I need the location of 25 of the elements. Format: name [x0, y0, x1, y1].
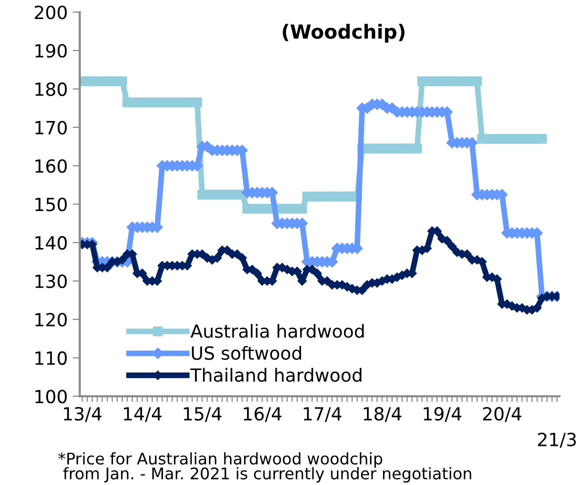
legend-label: Australia hardwood: [190, 324, 364, 338]
y-tick-label: 190: [35, 44, 67, 58]
legend-label: US softwood: [192, 346, 302, 360]
y-tick-label: 180: [35, 82, 67, 96]
x-tick-label: 17/4: [304, 407, 342, 422]
y-tick-label: 160: [35, 159, 67, 173]
text: *Price for Australian hardwood woodchip from Jan. - Mar. 2021 is currently under negotiation: [58, 452, 472, 483]
x-tick-label: 14/4: [124, 407, 162, 422]
y-tick-label: 130: [35, 274, 67, 288]
y-tick-label: 100: [35, 390, 67, 404]
x-tick-label: 18/4: [364, 406, 402, 422]
y-tick-label: 120: [35, 312, 67, 327]
legend-label: Thailand hardwood: [190, 368, 362, 382]
x-tick-label: 19/4: [424, 406, 462, 422]
y-tick-label: 140: [35, 236, 67, 250]
x-tick-label: 13/4: [64, 406, 102, 422]
x-tick-label: 21/3: [538, 432, 576, 448]
y-tick-label: 150: [35, 198, 67, 212]
text: (Woodchip): [282, 24, 405, 43]
y-tick-label: 170: [35, 120, 67, 134]
x-tick-label: 15/4: [184, 407, 222, 422]
y-tick-label: 110: [35, 351, 67, 365]
y-tick-label: 200: [34, 6, 67, 20]
x-tick-label: 16/4: [244, 406, 282, 422]
x-tick-label: 20/4: [483, 406, 522, 422]
